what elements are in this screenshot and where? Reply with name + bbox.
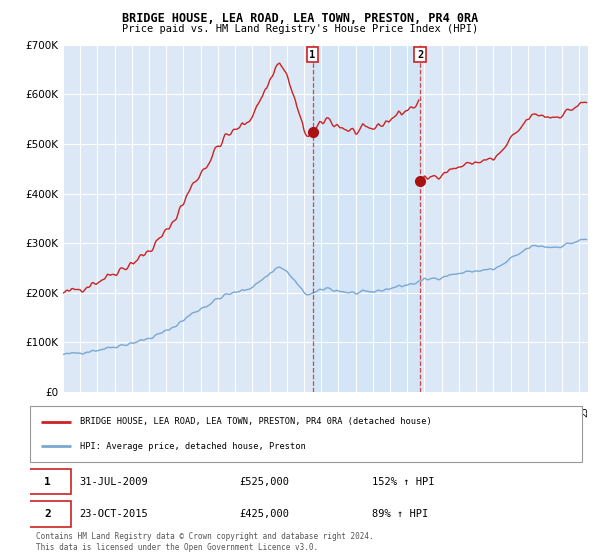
Text: 03: 03	[202, 406, 211, 417]
Text: 08: 08	[287, 406, 296, 417]
Text: 00: 00	[150, 406, 159, 417]
Text: 25: 25	[580, 406, 589, 417]
Text: 04: 04	[219, 406, 228, 417]
Text: 20: 20	[494, 406, 503, 417]
Bar	[313, 45, 420, 392]
Text: 23: 23	[546, 406, 555, 417]
Text: £425,000: £425,000	[240, 508, 290, 519]
Text: 06: 06	[253, 406, 262, 417]
Text: 02: 02	[184, 406, 193, 417]
Text: This data is licensed under the Open Government Licence v3.0.: This data is licensed under the Open Gov…	[36, 543, 318, 552]
Text: 05: 05	[236, 406, 245, 417]
Text: 99: 99	[133, 406, 142, 417]
FancyBboxPatch shape	[25, 469, 71, 494]
Text: 16: 16	[425, 406, 434, 417]
Text: BRIDGE HOUSE, LEA ROAD, LEA TOWN, PRESTON, PR4 0RA: BRIDGE HOUSE, LEA ROAD, LEA TOWN, PRESTO…	[122, 12, 478, 25]
FancyBboxPatch shape	[25, 501, 71, 526]
Text: 2: 2	[44, 508, 51, 519]
Text: 18: 18	[460, 406, 469, 417]
Text: 10: 10	[322, 406, 331, 417]
Text: 1: 1	[310, 50, 316, 60]
Text: 17: 17	[443, 406, 452, 417]
Text: 01: 01	[167, 406, 176, 417]
Text: 19: 19	[477, 406, 486, 417]
Text: 12: 12	[356, 406, 365, 417]
Text: 95: 95	[64, 406, 73, 417]
Text: BRIDGE HOUSE, LEA ROAD, LEA TOWN, PRESTON, PR4 0RA (detached house): BRIDGE HOUSE, LEA ROAD, LEA TOWN, PRESTO…	[80, 417, 431, 426]
Text: Contains HM Land Registry data © Crown copyright and database right 2024.: Contains HM Land Registry data © Crown c…	[36, 532, 374, 541]
Text: 98: 98	[115, 406, 125, 417]
Text: 23-OCT-2015: 23-OCT-2015	[80, 508, 148, 519]
Text: 13: 13	[374, 406, 383, 417]
Text: 09: 09	[305, 406, 314, 417]
Text: 14: 14	[391, 406, 400, 417]
Text: 152% ↑ HPI: 152% ↑ HPI	[372, 477, 435, 487]
Text: 89% ↑ HPI: 89% ↑ HPI	[372, 508, 428, 519]
Text: 31-JUL-2009: 31-JUL-2009	[80, 477, 148, 487]
Text: 24: 24	[563, 406, 572, 417]
FancyBboxPatch shape	[30, 406, 582, 462]
Text: 21: 21	[511, 406, 520, 417]
Text: Price paid vs. HM Land Registry's House Price Index (HPI): Price paid vs. HM Land Registry's House …	[122, 24, 478, 34]
Text: 07: 07	[271, 406, 280, 417]
Text: 2: 2	[417, 50, 423, 60]
Text: 1: 1	[44, 477, 51, 487]
Text: 96: 96	[81, 406, 90, 417]
Text: 22: 22	[529, 406, 538, 417]
Text: 97: 97	[98, 406, 107, 417]
Text: 11: 11	[339, 406, 348, 417]
Text: 15: 15	[408, 406, 417, 417]
Text: £525,000: £525,000	[240, 477, 290, 487]
Text: HPI: Average price, detached house, Preston: HPI: Average price, detached house, Pres…	[80, 442, 305, 451]
